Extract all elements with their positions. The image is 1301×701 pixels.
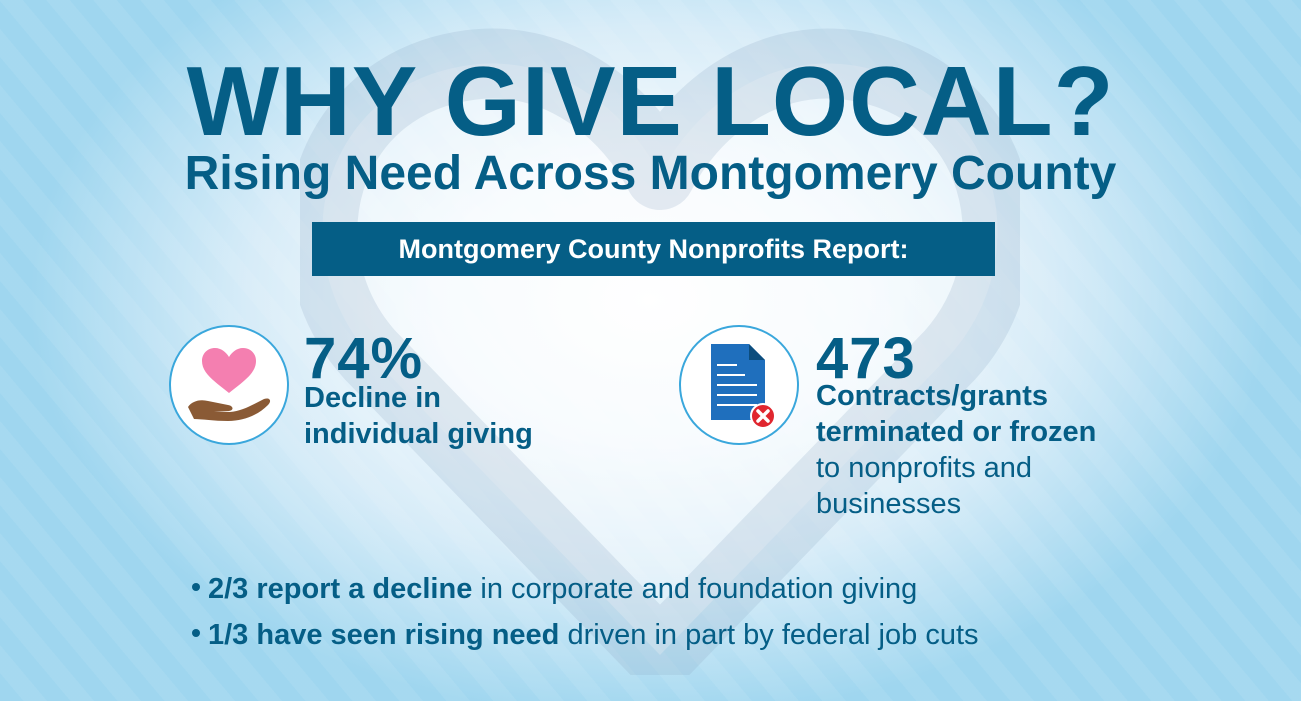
finding-item: 1/3 have seen rising need driven in part… — [192, 612, 979, 658]
heart-in-hand-icon — [188, 348, 271, 421]
finding-regular: driven in part by federal job cuts — [559, 619, 979, 651]
stat-description-contracts: Contracts/grants terminated or frozen to… — [816, 378, 1096, 522]
findings-list: 2/3 report a decline in corporate and fo… — [192, 566, 979, 658]
finding-regular: in corporate and foundation giving — [472, 573, 918, 605]
report-banner: Montgomery County Nonprofits Report: — [312, 222, 995, 276]
bullet-icon — [192, 629, 200, 638]
finding-bold: 1/3 have seen rising need — [208, 619, 560, 651]
finding-item: 2/3 report a decline in corporate and fo… — [192, 566, 979, 612]
stat-line: terminated or frozen — [816, 416, 1097, 448]
stat-icon-circle-contracts — [679, 325, 799, 445]
bullet-icon — [192, 583, 200, 592]
stat-description-individual-giving: Decline in individual giving — [304, 380, 533, 452]
stat-line: to nonprofits and — [816, 452, 1033, 484]
stat-line: individual giving — [304, 418, 533, 450]
stat-icon-circle-giving — [169, 325, 289, 445]
stat-line: Contracts/grants — [816, 380, 1049, 412]
stat-value-contracts: 473 — [816, 326, 916, 391]
document-error-icon — [711, 344, 776, 429]
finding-bold: 2/3 report a decline — [208, 573, 473, 605]
stat-line: businesses — [816, 488, 962, 520]
stat-value-individual-giving: 74% — [304, 326, 424, 391]
stat-line: Decline in — [304, 382, 441, 414]
page-subtitle: Rising Need Across Montgomery County — [184, 147, 1117, 200]
page-title: WHY GIVE LOCAL? — [186, 46, 1115, 156]
report-banner-label: Montgomery County Nonprofits Report: — [398, 233, 909, 264]
